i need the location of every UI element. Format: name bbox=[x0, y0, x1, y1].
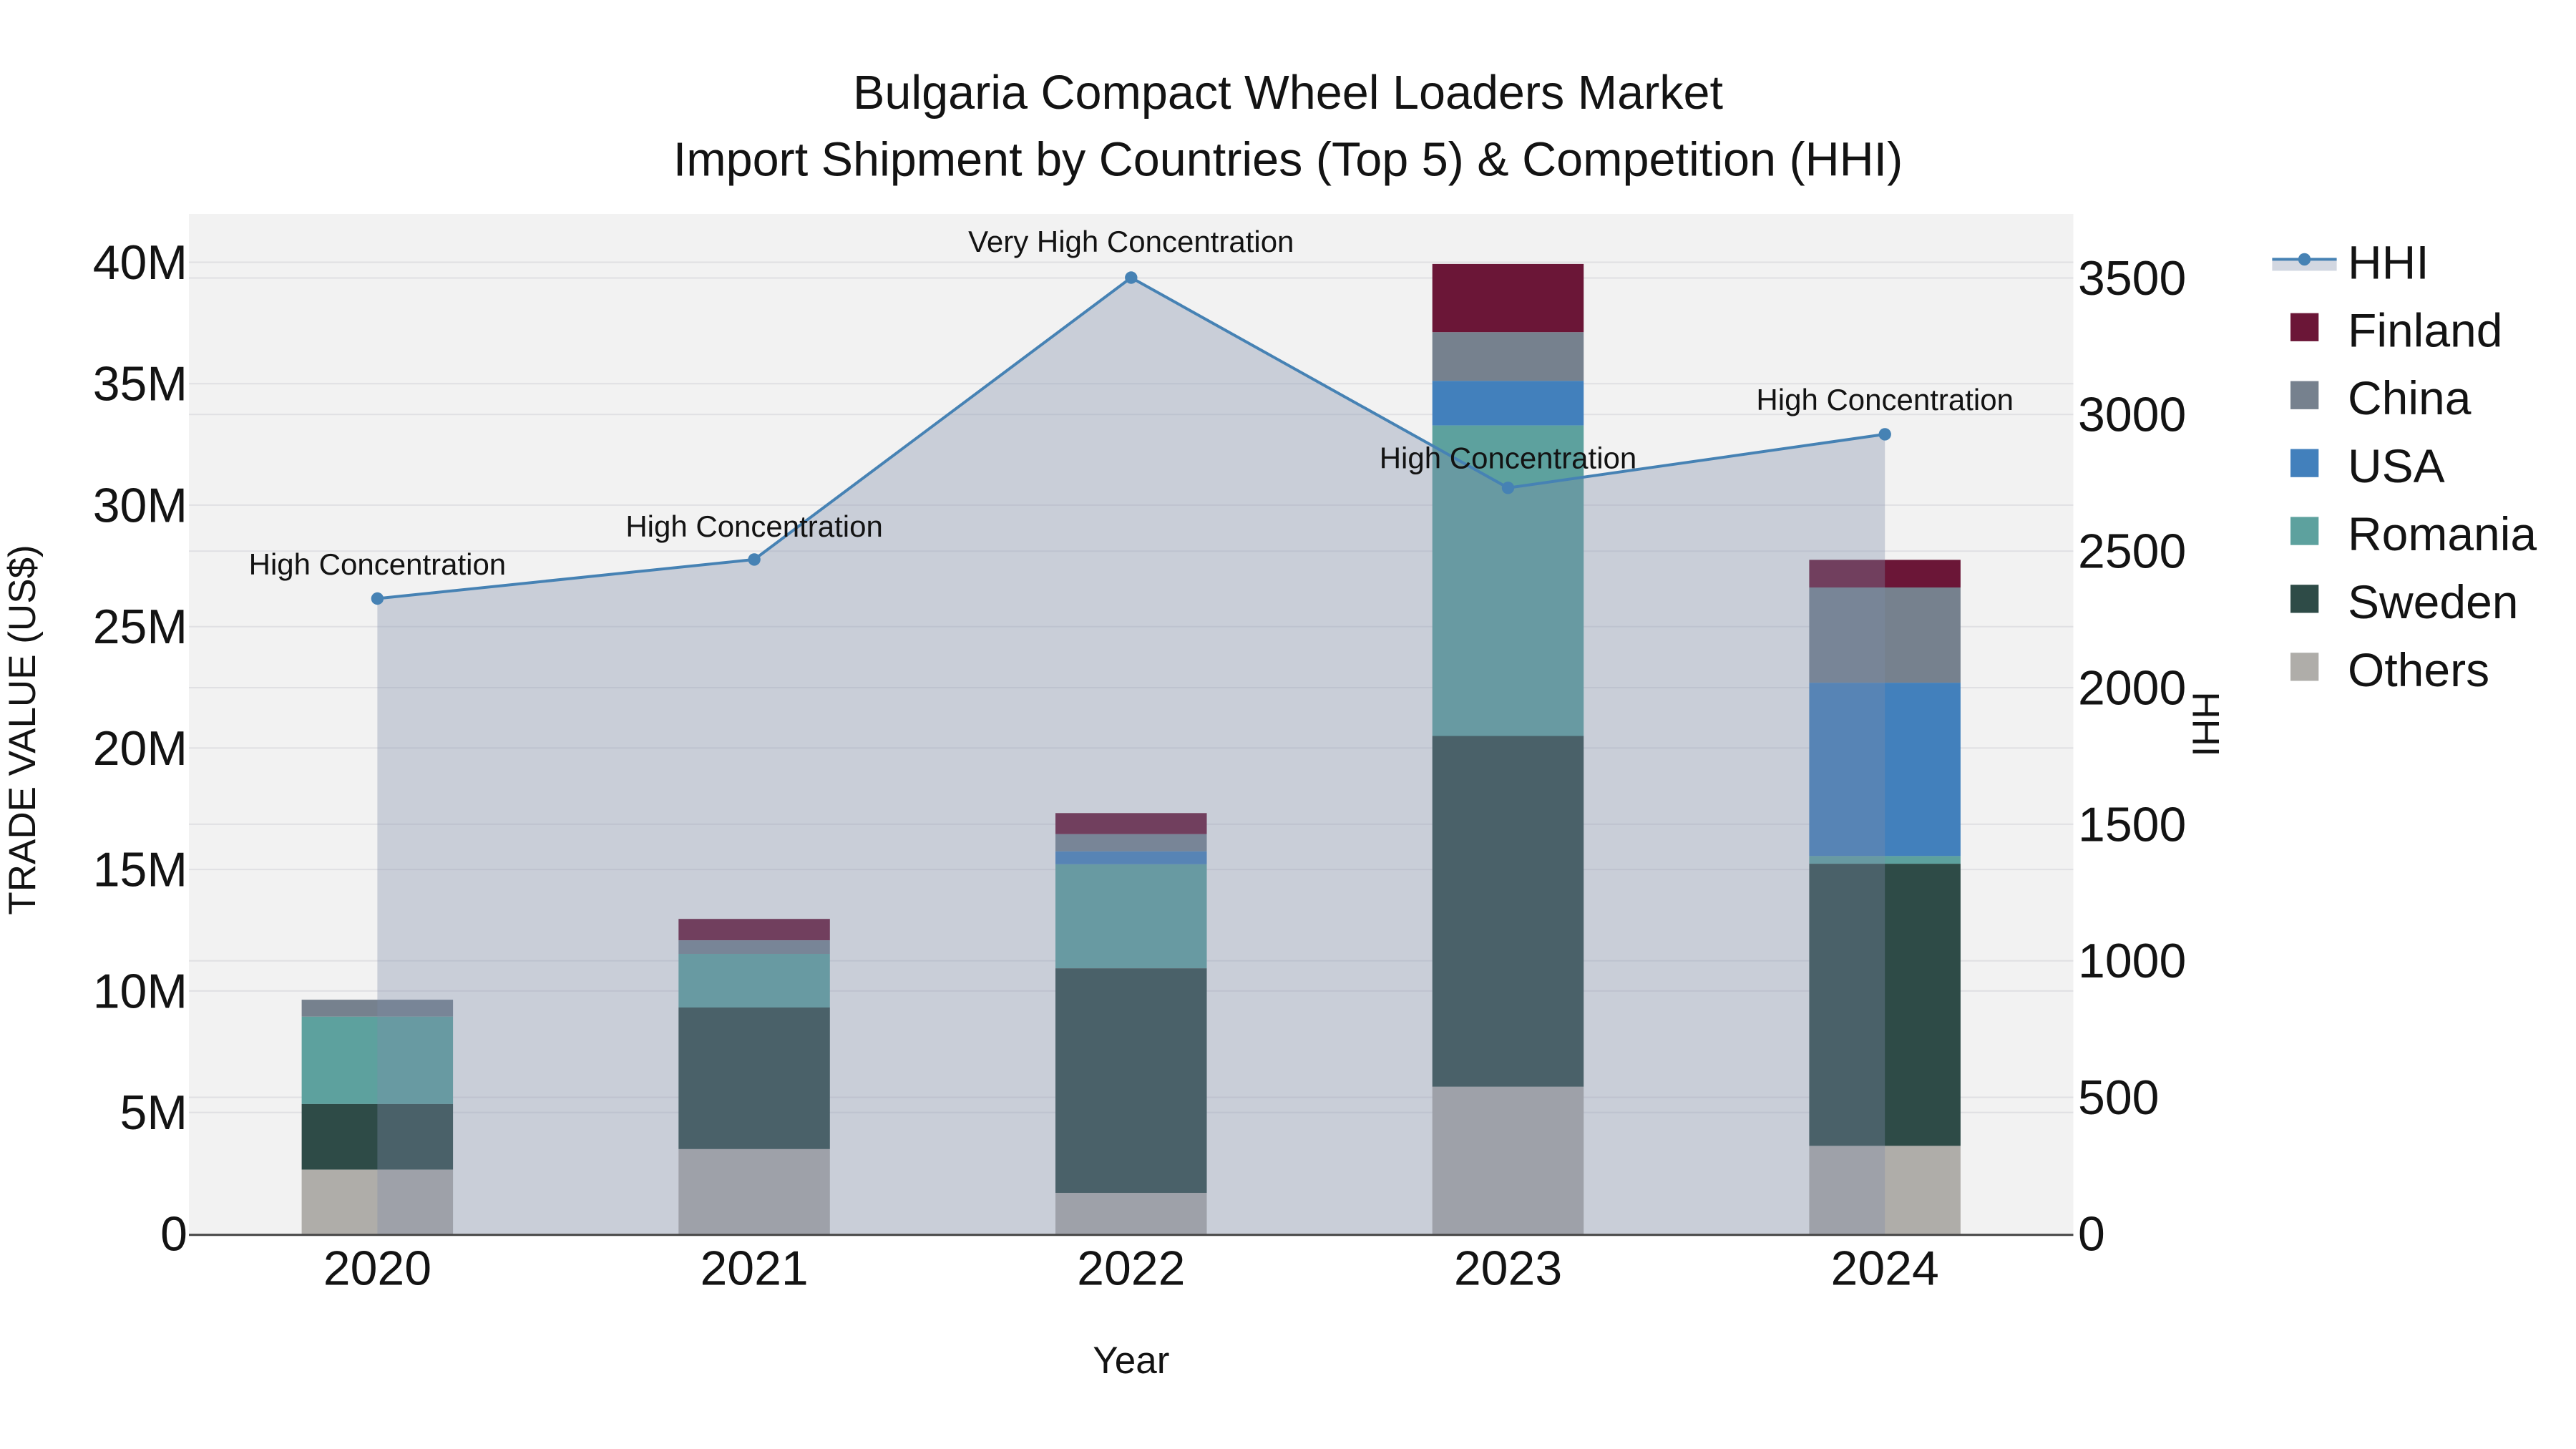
svg-text:30M: 30M bbox=[93, 478, 187, 532]
svg-text:High Concentration: High Concentration bbox=[625, 509, 883, 543]
svg-text:3500: 3500 bbox=[2078, 251, 2186, 306]
svg-text:Romania: Romania bbox=[2348, 507, 2537, 560]
svg-text:3000: 3000 bbox=[2078, 388, 2186, 442]
svg-text:HHI: HHI bbox=[2348, 235, 2429, 288]
svg-text:HHI: HHI bbox=[2185, 691, 2227, 756]
svg-text:20M: 20M bbox=[93, 721, 187, 776]
svg-text:High Concentration: High Concentration bbox=[249, 547, 507, 581]
svg-text:0: 0 bbox=[160, 1207, 187, 1262]
svg-text:2021: 2021 bbox=[700, 1241, 808, 1296]
svg-text:High Concentration: High Concentration bbox=[1380, 441, 1637, 475]
svg-text:25M: 25M bbox=[93, 600, 187, 654]
svg-text:Import Shipment by Countries (: Import Shipment by Countries (Top 5) & C… bbox=[673, 134, 1903, 187]
svg-text:2020: 2020 bbox=[323, 1241, 431, 1296]
svg-text:Sweden: Sweden bbox=[2348, 575, 2519, 628]
svg-text:China: China bbox=[2348, 371, 2472, 424]
svg-text:15M: 15M bbox=[93, 843, 187, 897]
svg-text:2023: 2023 bbox=[1454, 1241, 1562, 1296]
svg-text:5M: 5M bbox=[120, 1085, 187, 1140]
svg-text:10M: 10M bbox=[93, 964, 187, 1018]
svg-text:Finland: Finland bbox=[2348, 303, 2502, 356]
svg-text:Bulgaria Compact Wheel Loaders: Bulgaria Compact Wheel Loaders Market bbox=[853, 67, 1723, 119]
svg-text:1000: 1000 bbox=[2078, 934, 2186, 988]
svg-text:500: 500 bbox=[2078, 1070, 2159, 1125]
svg-text:TRADE VALUE (US$): TRADE VALUE (US$) bbox=[1, 545, 44, 914]
svg-text:0: 0 bbox=[2078, 1207, 2105, 1262]
svg-text:35M: 35M bbox=[93, 357, 187, 411]
svg-text:USA: USA bbox=[2348, 439, 2445, 492]
svg-text:1500: 1500 bbox=[2078, 797, 2186, 852]
svg-text:2022: 2022 bbox=[1077, 1241, 1185, 1296]
svg-text:Year: Year bbox=[1093, 1340, 1169, 1382]
svg-text:Others: Others bbox=[2348, 643, 2489, 696]
svg-text:2024: 2024 bbox=[1831, 1241, 1939, 1296]
svg-text:Very High Concentration: Very High Concentration bbox=[968, 225, 1294, 258]
svg-text:2500: 2500 bbox=[2078, 525, 2186, 579]
svg-text:High Concentration: High Concentration bbox=[1756, 383, 2014, 416]
svg-text:2000: 2000 bbox=[2078, 660, 2186, 715]
svg-text:40M: 40M bbox=[93, 235, 187, 290]
